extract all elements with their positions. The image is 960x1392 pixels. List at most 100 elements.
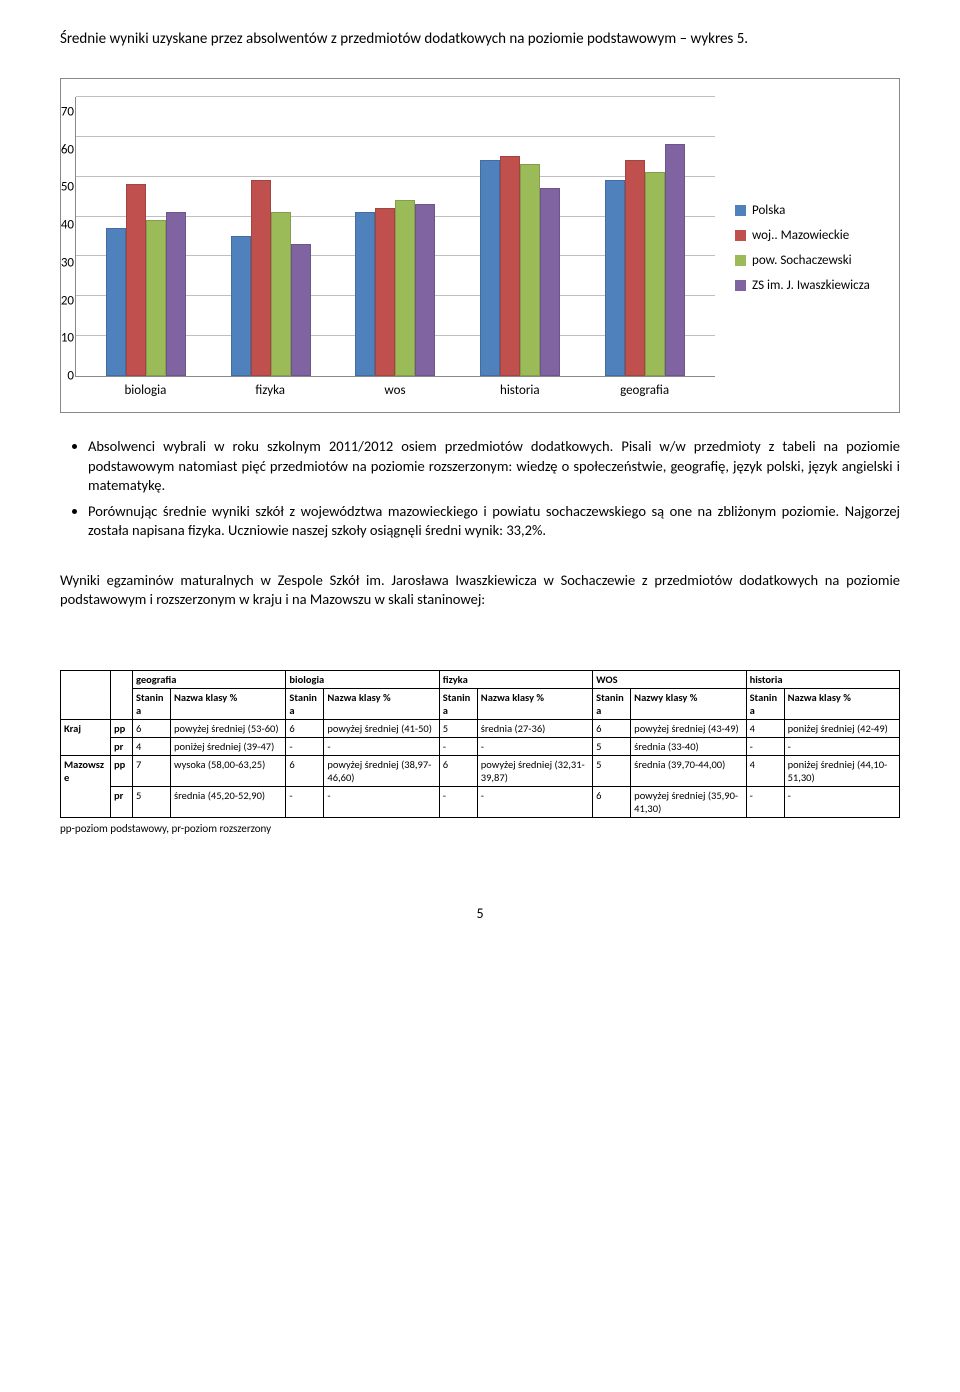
table-cell: powyżej średniej (53-60) [171, 719, 286, 737]
legend-item: Polska [735, 203, 885, 218]
table-cell: Mazowsze [61, 755, 111, 817]
bar [106, 228, 126, 376]
table-cell: średnia (27-36) [477, 719, 592, 737]
table-header: Stanina [439, 688, 477, 719]
table-cell: powyżej średniej (32,31-39,87) [477, 755, 592, 786]
table-header: Stanina [286, 688, 324, 719]
table-cell: - [324, 737, 439, 755]
table-cell: pr [111, 737, 133, 755]
table-cell: 4 [746, 719, 784, 737]
table-header: Nazwa klasy % [171, 688, 286, 719]
table-cell: - [784, 786, 899, 817]
legend-item: ZS im. J. Iwaszkiewicza [735, 278, 885, 293]
table-header: historia [746, 670, 899, 688]
table-cell: powyżej średniej (41-50) [324, 719, 439, 737]
table-header: Nazwa klasy % [324, 688, 439, 719]
bar-group [215, 180, 327, 376]
table-header: Nazwa klasy % [784, 688, 899, 719]
bar [166, 212, 186, 376]
table-header: Nazwa klasy % [477, 688, 592, 719]
table-header: biologia [286, 670, 439, 688]
table-cell: poniżej średniej (39-47) [171, 737, 286, 755]
chart-legend: Polska woj.. Mazowieckie pow. Sochaczewski… [715, 97, 885, 398]
table-cell: - [746, 786, 784, 817]
page-number: 5 [60, 905, 900, 922]
bar [540, 188, 560, 376]
table-cell: pr [111, 786, 133, 817]
bar [415, 204, 435, 376]
bar [375, 208, 395, 376]
bar [395, 200, 415, 376]
paragraph: Wyniki egzaminów maturalnych w Zespole S… [60, 571, 900, 610]
table-cell: 5 [593, 755, 631, 786]
bar [520, 164, 540, 376]
table-footnote: pp-poziom podstawowy, pr-poziom rozszerz… [60, 822, 900, 835]
bar-group [339, 200, 451, 376]
table-cell: - [286, 786, 324, 817]
table-cell: - [324, 786, 439, 817]
table-cell: - [784, 737, 899, 755]
table-cell: - [477, 786, 592, 817]
table-cell: - [439, 786, 477, 817]
y-tick: 70 [48, 105, 74, 120]
bar [355, 212, 375, 376]
x-label: fizyka [214, 383, 326, 398]
bar [645, 172, 665, 376]
bullet-list: Absolwenci wybrali w roku szkolnym 2011/… [88, 437, 900, 541]
table-cell: 4 [746, 755, 784, 786]
bar [231, 236, 251, 376]
bar [126, 184, 146, 376]
table-cell: 5 [439, 719, 477, 737]
y-tick: 10 [48, 331, 74, 346]
bar-group [464, 156, 576, 376]
table-cell: średnia (45,20-52,90) [171, 786, 286, 817]
bar-group [589, 144, 701, 376]
y-tick: 30 [48, 255, 74, 270]
x-label: historia [464, 383, 576, 398]
table-cell: 5 [133, 786, 171, 817]
table-header: Nazwy klasy % [631, 688, 746, 719]
x-label: wos [339, 383, 451, 398]
table-cell: pp [111, 719, 133, 737]
bar-group [90, 184, 202, 376]
table-cell: powyżej średniej (43-49) [631, 719, 746, 737]
table-cell: 7 [133, 755, 171, 786]
y-tick: 40 [48, 218, 74, 233]
chart-plot: 706050403020100 [75, 97, 715, 377]
list-item: Absolwenci wybrali w roku szkolnym 2011/… [88, 437, 900, 496]
table-cell: 6 [133, 719, 171, 737]
legend-item: woj.. Mazowieckie [735, 228, 885, 243]
table-cell: poniżej średniej (44,10-51,30) [784, 755, 899, 786]
y-tick: 50 [48, 180, 74, 195]
table-cell: powyżej średniej (35,90-41,30) [631, 786, 746, 817]
stanine-table: geografiabiologiafizykaWOShistoriaStanin… [60, 670, 900, 818]
table-cell: 4 [133, 737, 171, 755]
bar [625, 160, 645, 376]
table-cell: - [439, 737, 477, 755]
table-cell: 6 [286, 755, 324, 786]
table-cell: - [746, 737, 784, 755]
bar [271, 212, 291, 376]
table-cell: 5 [593, 737, 631, 755]
bar [665, 144, 685, 376]
table-cell: 6 [286, 719, 324, 737]
legend-item: pow. Sochaczewski [735, 253, 885, 268]
bar [146, 220, 166, 376]
table-header: Stanina [746, 688, 784, 719]
list-item: Porównując średnie wyniki szkół z wojewó… [88, 502, 900, 541]
table-cell: wysoka (58,00-63,25) [171, 755, 286, 786]
table-cell: powyżej średniej (38,97-46,60) [324, 755, 439, 786]
chart-container: 706050403020100 biologiafizykawoshistori… [60, 78, 900, 413]
bar [480, 160, 500, 376]
bar [500, 156, 520, 376]
table-header: fizyka [439, 670, 592, 688]
table-cell: 6 [593, 786, 631, 817]
table-cell: pp [111, 755, 133, 786]
table-cell: średnia (33-40) [631, 737, 746, 755]
table-cell: poniżej średniej (42-49) [784, 719, 899, 737]
table-header: geografia [133, 670, 286, 688]
bar [291, 244, 311, 376]
table-header: Stanina [593, 688, 631, 719]
x-label: geografia [588, 383, 700, 398]
table-header: Stanina [133, 688, 171, 719]
